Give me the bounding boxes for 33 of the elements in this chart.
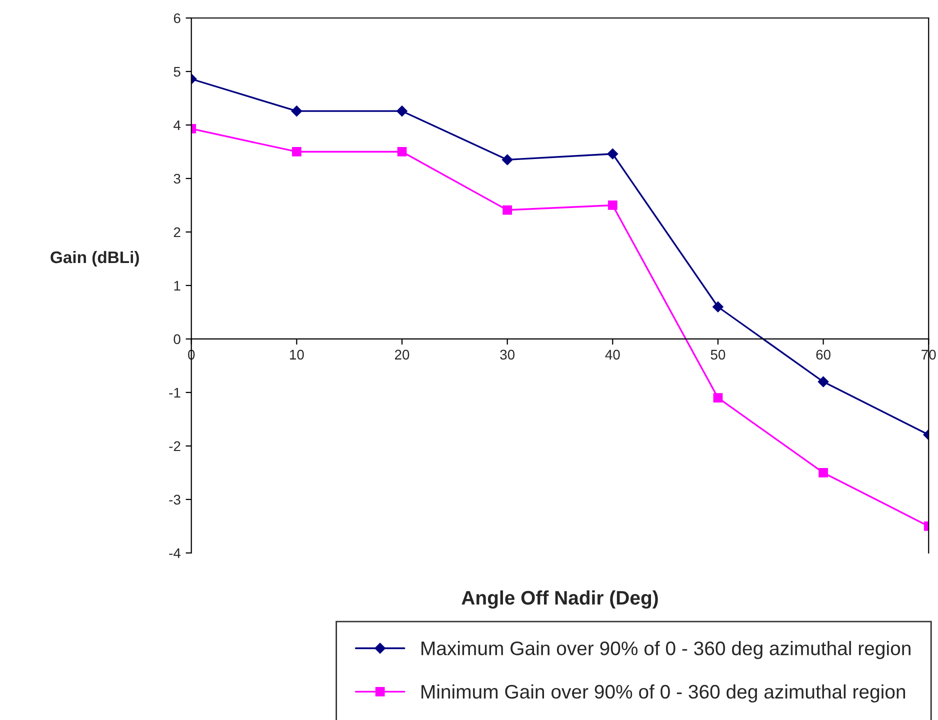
y-tick-label: 4	[174, 120, 181, 130]
x-axis-title: Angle Off Nadir (Deg)	[462, 590, 658, 609]
point	[397, 147, 407, 156]
point	[502, 205, 512, 215]
point	[502, 154, 513, 166]
y-tick-label: -2	[169, 441, 180, 451]
y-tick-label: 1	[174, 280, 180, 291]
y-tick-label: 2	[174, 227, 180, 238]
legend-label: Maximum Gain over 90% of 0 - 360 deg azimuthal region	[422, 640, 910, 660]
x-tick-label: 40	[605, 350, 620, 360]
point	[713, 393, 723, 403]
point	[607, 148, 618, 160]
x-tick-label: 60	[816, 350, 830, 360]
point	[818, 376, 829, 388]
legend-label: Minimum Gain over 90% of 0 - 360 deg azimuthal region	[422, 684, 906, 702]
x-tick-label: 50	[710, 350, 726, 360]
point	[396, 106, 408, 117]
x-tick-label: 10	[290, 350, 304, 360]
point	[292, 147, 302, 156]
x-tick-label: 30	[500, 350, 515, 360]
y-tick-label: 5	[174, 66, 180, 77]
point	[608, 200, 618, 210]
y-tick-label: -4	[169, 548, 181, 558]
point	[291, 106, 302, 117]
y-tick-label: 3	[174, 174, 180, 184]
point	[818, 468, 828, 478]
x-tick-label: 20	[394, 350, 410, 360]
point	[712, 301, 724, 312]
y-axis-title: Gain (dBLi)	[50, 250, 139, 266]
y-tick-label: -1	[169, 388, 180, 398]
y-tick-label: 6	[174, 13, 180, 24]
y-tick-label: -3	[169, 494, 180, 505]
y-tick-label: 0	[174, 334, 180, 344]
